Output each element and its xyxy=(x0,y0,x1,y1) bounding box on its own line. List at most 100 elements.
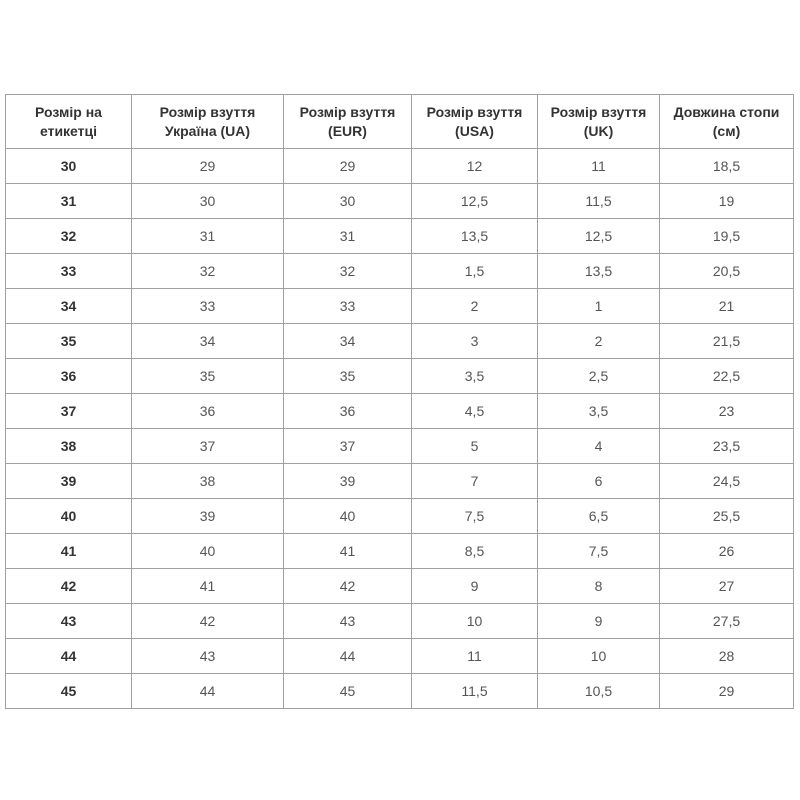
table-row: 34 33 33 2 1 21 xyxy=(5,288,794,324)
table-cell: 23 xyxy=(659,393,794,429)
table-cell: 33 xyxy=(5,253,132,289)
table-cell: 29 xyxy=(283,148,412,184)
table-cell: 23,5 xyxy=(659,428,794,464)
table-cell: 13,5 xyxy=(411,218,538,254)
table-cell: 2,5 xyxy=(537,358,660,394)
table-cell: 30 xyxy=(131,183,284,219)
table-cell: 5 xyxy=(411,428,538,464)
table-cell: 41 xyxy=(131,568,284,604)
column-header: Розмір взуття (EUR) xyxy=(283,94,412,149)
table-cell: 41 xyxy=(283,533,412,569)
table-cell: 31 xyxy=(283,218,412,254)
table-cell: 44 xyxy=(283,638,412,674)
table-cell: 37 xyxy=(131,428,284,464)
table-cell: 11,5 xyxy=(411,673,538,709)
table-cell: 37 xyxy=(5,393,132,429)
table-cell: 39 xyxy=(131,498,284,534)
table-cell: 40 xyxy=(5,498,132,534)
table-cell: 11 xyxy=(411,638,538,674)
table-cell: 1,5 xyxy=(411,253,538,289)
table-cell: 3,5 xyxy=(537,393,660,429)
table-cell: 33 xyxy=(283,288,412,324)
table-cell: 9 xyxy=(537,603,660,639)
table-cell: 3,5 xyxy=(411,358,538,394)
table-row: 30 29 29 12 11 18,5 xyxy=(5,148,794,184)
table-cell: 40 xyxy=(283,498,412,534)
table-cell: 21,5 xyxy=(659,323,794,359)
table-cell: 12,5 xyxy=(537,218,660,254)
table-cell: 25,5 xyxy=(659,498,794,534)
table-row: 35 34 34 3 2 21,5 xyxy=(5,323,794,359)
table-cell: 29 xyxy=(659,673,794,709)
table-cell: 34 xyxy=(131,323,284,359)
table-cell: 32 xyxy=(131,253,284,289)
table-cell: 22,5 xyxy=(659,358,794,394)
table-cell: 12 xyxy=(411,148,538,184)
column-header: Розмір взуття Україна (UA) xyxy=(131,94,284,149)
table-cell: 42 xyxy=(283,568,412,604)
table-cell: 34 xyxy=(5,288,132,324)
table-row: 41 40 41 8,5 7,5 26 xyxy=(5,533,794,569)
table-cell: 4 xyxy=(537,428,660,464)
table-cell: 29 xyxy=(131,148,284,184)
table-cell: 21 xyxy=(659,288,794,324)
column-header: Довжина стопи (см) xyxy=(659,94,794,149)
table-cell: 36 xyxy=(131,393,284,429)
table-cell: 19,5 xyxy=(659,218,794,254)
table-cell: 44 xyxy=(131,673,284,709)
table-cell: 27,5 xyxy=(659,603,794,639)
table-cell: 2 xyxy=(537,323,660,359)
table-row: 31 30 30 12,5 11,5 19 xyxy=(5,183,794,219)
size-chart-table: Розмір на етикетці Розмір взуття Україна … xyxy=(5,94,794,709)
table-row: 45 44 45 11,5 10,5 29 xyxy=(5,673,794,709)
table-row: 38 37 37 5 4 23,5 xyxy=(5,428,794,464)
table-cell: 24,5 xyxy=(659,463,794,499)
table-cell: 6 xyxy=(537,463,660,499)
table-cell: 39 xyxy=(283,463,412,499)
table-cell: 42 xyxy=(5,568,132,604)
table-cell: 11,5 xyxy=(537,183,660,219)
table-row: 33 32 32 1,5 13,5 20,5 xyxy=(5,253,794,289)
table-cell: 4,5 xyxy=(411,393,538,429)
column-header: Розмір на етикетці xyxy=(5,94,132,149)
table-cell: 31 xyxy=(5,183,132,219)
table-cell: 7,5 xyxy=(537,533,660,569)
table-cell: 10 xyxy=(537,638,660,674)
table-cell: 12,5 xyxy=(411,183,538,219)
table-cell: 19 xyxy=(659,183,794,219)
table-row: 36 35 35 3,5 2,5 22,5 xyxy=(5,358,794,394)
table-cell: 32 xyxy=(5,218,132,254)
table-cell: 6,5 xyxy=(537,498,660,534)
table-cell: 45 xyxy=(283,673,412,709)
table-cell: 13,5 xyxy=(537,253,660,289)
table-cell: 43 xyxy=(5,603,132,639)
table-cell: 35 xyxy=(283,358,412,394)
table-cell: 33 xyxy=(131,288,284,324)
table-cell: 27 xyxy=(659,568,794,604)
table-cell: 7,5 xyxy=(411,498,538,534)
table-cell: 42 xyxy=(131,603,284,639)
column-header: Розмір взуття (USA) xyxy=(411,94,538,149)
table-row: 44 43 44 11 10 28 xyxy=(5,638,794,674)
table-cell: 20,5 xyxy=(659,253,794,289)
table-cell: 44 xyxy=(5,638,132,674)
table-cell: 10,5 xyxy=(537,673,660,709)
table-cell: 39 xyxy=(5,463,132,499)
table-cell: 32 xyxy=(283,253,412,289)
table-cell: 11 xyxy=(537,148,660,184)
table-cell: 30 xyxy=(5,148,132,184)
header-row: Розмір на етикетці Розмір взуття Україна … xyxy=(5,94,794,149)
table-row: 43 42 43 10 9 27,5 xyxy=(5,603,794,639)
table-row: 39 38 39 7 6 24,5 xyxy=(5,463,794,499)
table-cell: 8,5 xyxy=(411,533,538,569)
table-cell: 8 xyxy=(537,568,660,604)
table-cell: 10 xyxy=(411,603,538,639)
table-cell: 3 xyxy=(411,323,538,359)
table-cell: 36 xyxy=(283,393,412,429)
table-row: 40 39 40 7,5 6,5 25,5 xyxy=(5,498,794,534)
table-cell: 45 xyxy=(5,673,132,709)
table-cell: 43 xyxy=(283,603,412,639)
table-cell: 38 xyxy=(131,463,284,499)
table-cell: 38 xyxy=(5,428,132,464)
table-cell: 26 xyxy=(659,533,794,569)
